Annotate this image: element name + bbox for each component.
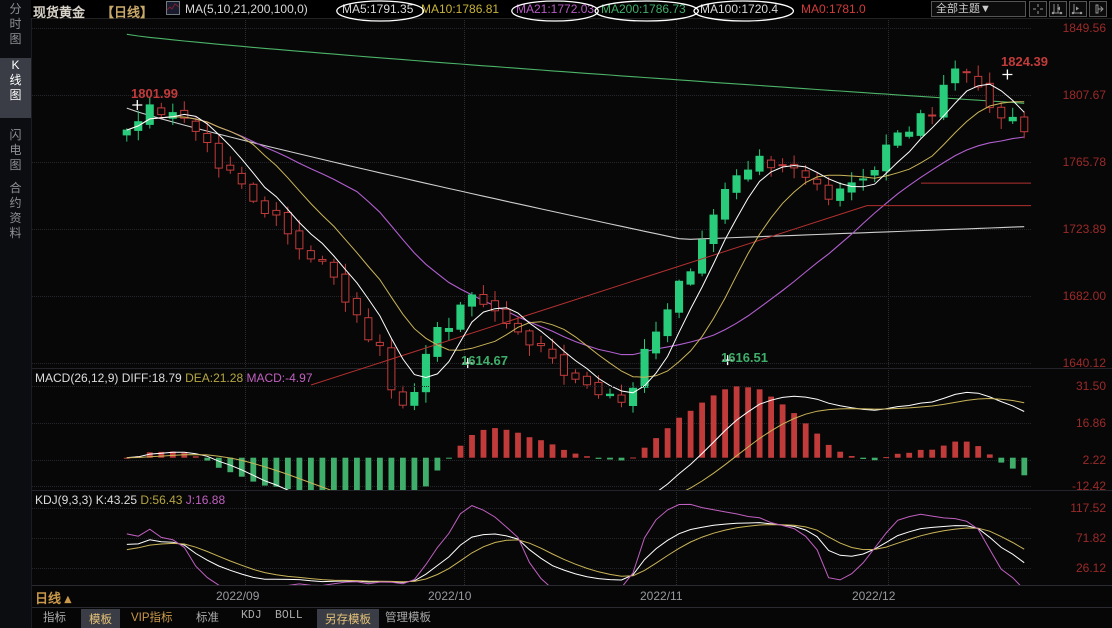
svg-text:1616.51: 1616.51 bbox=[721, 350, 768, 365]
svg-text:1801.99: 1801.99 bbox=[131, 86, 178, 101]
svg-text:1824.39: 1824.39 bbox=[1001, 54, 1048, 69]
svg-text:1614.67: 1614.67 bbox=[461, 353, 508, 368]
